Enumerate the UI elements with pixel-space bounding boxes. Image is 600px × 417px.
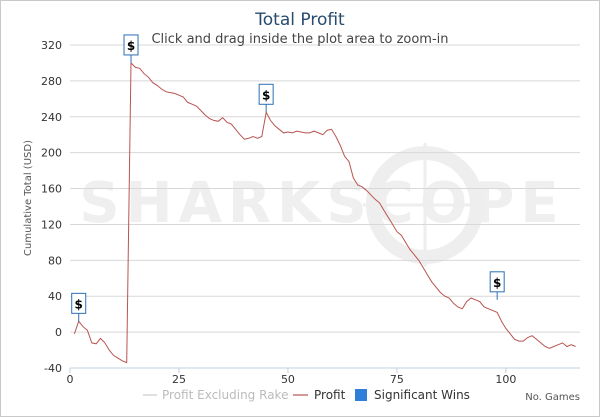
chart-title: Total Profit xyxy=(254,10,345,30)
legend-label-significant-wins: Significant Wins xyxy=(374,388,470,402)
x-tick-label: 0 xyxy=(67,373,74,386)
x-tick-label: 75 xyxy=(390,373,404,386)
series-layer xyxy=(73,61,576,364)
y-tick-label: 160 xyxy=(41,183,62,196)
legend-label-profit: Profit xyxy=(314,388,346,402)
y-axis-title: Cumulative Total (USD) xyxy=(23,140,34,256)
chart-subtitle: Click and drag inside the plot area to z… xyxy=(151,32,448,47)
x-tick-label: 50 xyxy=(281,373,295,386)
y-tick-label: 40 xyxy=(48,290,62,303)
flag-label: $ xyxy=(493,276,501,290)
sharkscope-watermark: SHARKSCOPE xyxy=(79,143,564,267)
x-axis: 0 25 50 75 100 xyxy=(67,367,580,386)
y-tick-label: 80 xyxy=(48,254,62,267)
y-tick-label: 320 xyxy=(41,39,62,52)
legend-item-profit-excluding-rake[interactable]: Profit Excluding Rake xyxy=(143,388,288,402)
flag-box xyxy=(489,271,505,293)
y-tick-label: 280 xyxy=(41,75,62,88)
flag-label: $ xyxy=(262,88,270,102)
significant-win-flag[interactable]: $ xyxy=(71,292,87,322)
significant-win-flag[interactable]: $ xyxy=(123,34,139,63)
series-line-profit[interactable] xyxy=(73,61,576,364)
significant-win-flags[interactable]: $ $ $ $ xyxy=(71,34,505,322)
x-axis-title: No. Games xyxy=(525,392,580,403)
significant-win-flag[interactable]: $ xyxy=(489,271,505,300)
significant-win-flag[interactable]: $ xyxy=(258,83,274,113)
watermark-text: SHARKSCOPE xyxy=(79,171,564,236)
flag-label: $ xyxy=(127,39,135,53)
y-axis: -40 0 40 80 120 160 200 240 280 320 xyxy=(41,39,62,375)
legend-box-significant-wins xyxy=(355,389,367,401)
x-tick-label: 25 xyxy=(172,373,186,386)
flag-box xyxy=(123,34,139,56)
flag-box xyxy=(258,83,274,105)
y-tick-label: -40 xyxy=(44,362,62,375)
legend-item-profit[interactable]: Profit xyxy=(293,388,346,402)
flag-label: $ xyxy=(75,297,83,311)
y-tick-label: 200 xyxy=(41,147,62,160)
y-tick-label: 120 xyxy=(41,218,62,231)
x-tick-label: 100 xyxy=(495,373,516,386)
y-tick-label: 240 xyxy=(41,111,62,124)
legend-item-significant-wins[interactable]: Significant Wins xyxy=(355,388,470,402)
legend: Profit Excluding Rake Profit Significant… xyxy=(143,388,470,402)
legend-label-profit-excluding-rake: Profit Excluding Rake xyxy=(162,388,288,402)
flag-box xyxy=(71,292,87,314)
y-tick-label: 0 xyxy=(55,326,62,339)
